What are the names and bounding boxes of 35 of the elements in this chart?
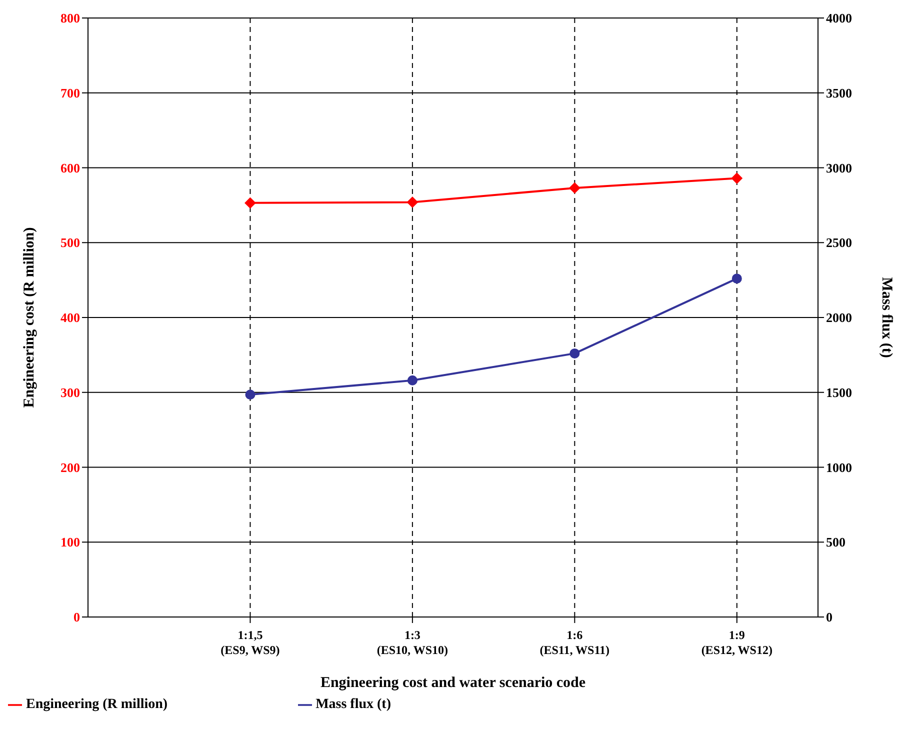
y2-tick-label: 3000	[826, 160, 852, 176]
y-tick-label: 300	[60, 384, 80, 400]
y2-tick-label: 2500	[826, 235, 852, 250]
y2-tick-label: 3500	[826, 85, 852, 100]
x-tick-label: 1:6 (ES11, WS11)	[540, 628, 610, 657]
y-tick-label: 0	[74, 610, 80, 625]
legend-label: Mass flux (t)	[316, 697, 391, 712]
point	[406, 196, 418, 208]
x-tick-label: 1:3 (ES10, WS10)	[376, 628, 448, 657]
y2-tick-label: 1500	[826, 384, 852, 400]
y2-tick-label: 2000	[826, 310, 852, 326]
y-tick-label: 600	[60, 160, 80, 176]
y-tick-label: 100	[60, 534, 80, 550]
point	[245, 390, 256, 400]
x-tick-label: 1:9 (ES12, WS12)	[701, 628, 772, 657]
point	[731, 172, 742, 184]
point	[569, 182, 580, 194]
y2-tick-label: 4000	[826, 10, 852, 26]
x-tick-label: 1:1,5 (ES9, WS9)	[220, 628, 280, 657]
y2-tick-label: 1000	[826, 460, 852, 475]
x-axis-title: Engineering cost and water scenario code	[320, 675, 586, 691]
point	[407, 375, 418, 386]
y-tick-label: 700	[60, 85, 80, 100]
y-tick-label: 500	[60, 235, 80, 250]
y-tick-label: 800	[60, 10, 80, 26]
legend-label: Engineering (R million)	[26, 697, 168, 712]
y-tick-label: 200	[60, 460, 80, 475]
point	[732, 274, 742, 284]
y2-tick-label: 500	[826, 534, 846, 550]
y-tick-label: 400	[60, 310, 80, 326]
y2-axis-title: Mass flux (t)	[878, 277, 895, 358]
y-axis-title: Engineering cost (R million)	[21, 227, 38, 408]
y2-tick-label: 0	[826, 610, 832, 625]
point	[244, 197, 256, 208]
point	[570, 348, 580, 358]
